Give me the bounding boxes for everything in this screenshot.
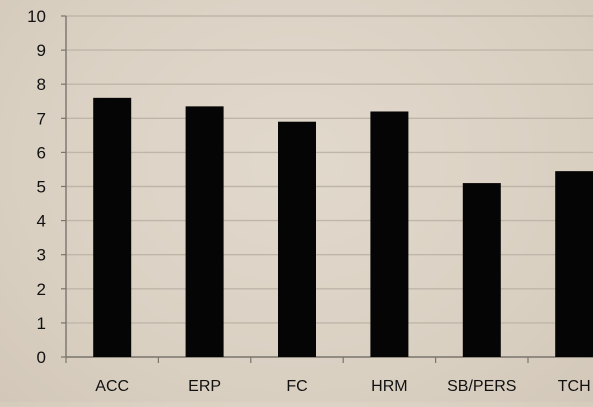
bar-acc [93,97,132,357]
y-tick-label: 10 [27,7,46,26]
bar-fc [278,121,316,358]
x-tick-label: SB/PERS [447,378,516,395]
bar-sb-pers [462,183,501,357]
x-tick-label: FC [286,378,307,395]
y-tick-labels: 0 1 2 3 4 5 6 7 8 9 10 [27,7,46,367]
bar-hrm [370,111,409,357]
axes [61,15,593,363]
y-tick-label: 4 [37,212,46,231]
x-tick-labels: ACC ERP FC HRM SB/PERS TCH [95,378,590,395]
y-tick-label: 5 [37,178,46,197]
x-tick-label: TCH [558,378,591,395]
y-tick-label: 7 [37,109,46,128]
bar-erp [185,106,224,358]
y-tick-label: 2 [37,280,46,299]
y-tick-label: 6 [37,143,46,162]
gridlines [66,15,593,324]
x-tick-label: ERP [188,378,221,395]
x-tick-label: ACC [95,378,129,395]
y-tick-label: 9 [37,41,46,60]
y-tick-label: 8 [37,75,46,94]
bar-tch [555,171,593,357]
x-tick-label: HRM [371,378,407,395]
bars [93,97,593,358]
y-tick-label: 1 [37,314,46,333]
y-tick-label: 3 [37,246,46,265]
y-tick-label: 0 [37,348,46,367]
